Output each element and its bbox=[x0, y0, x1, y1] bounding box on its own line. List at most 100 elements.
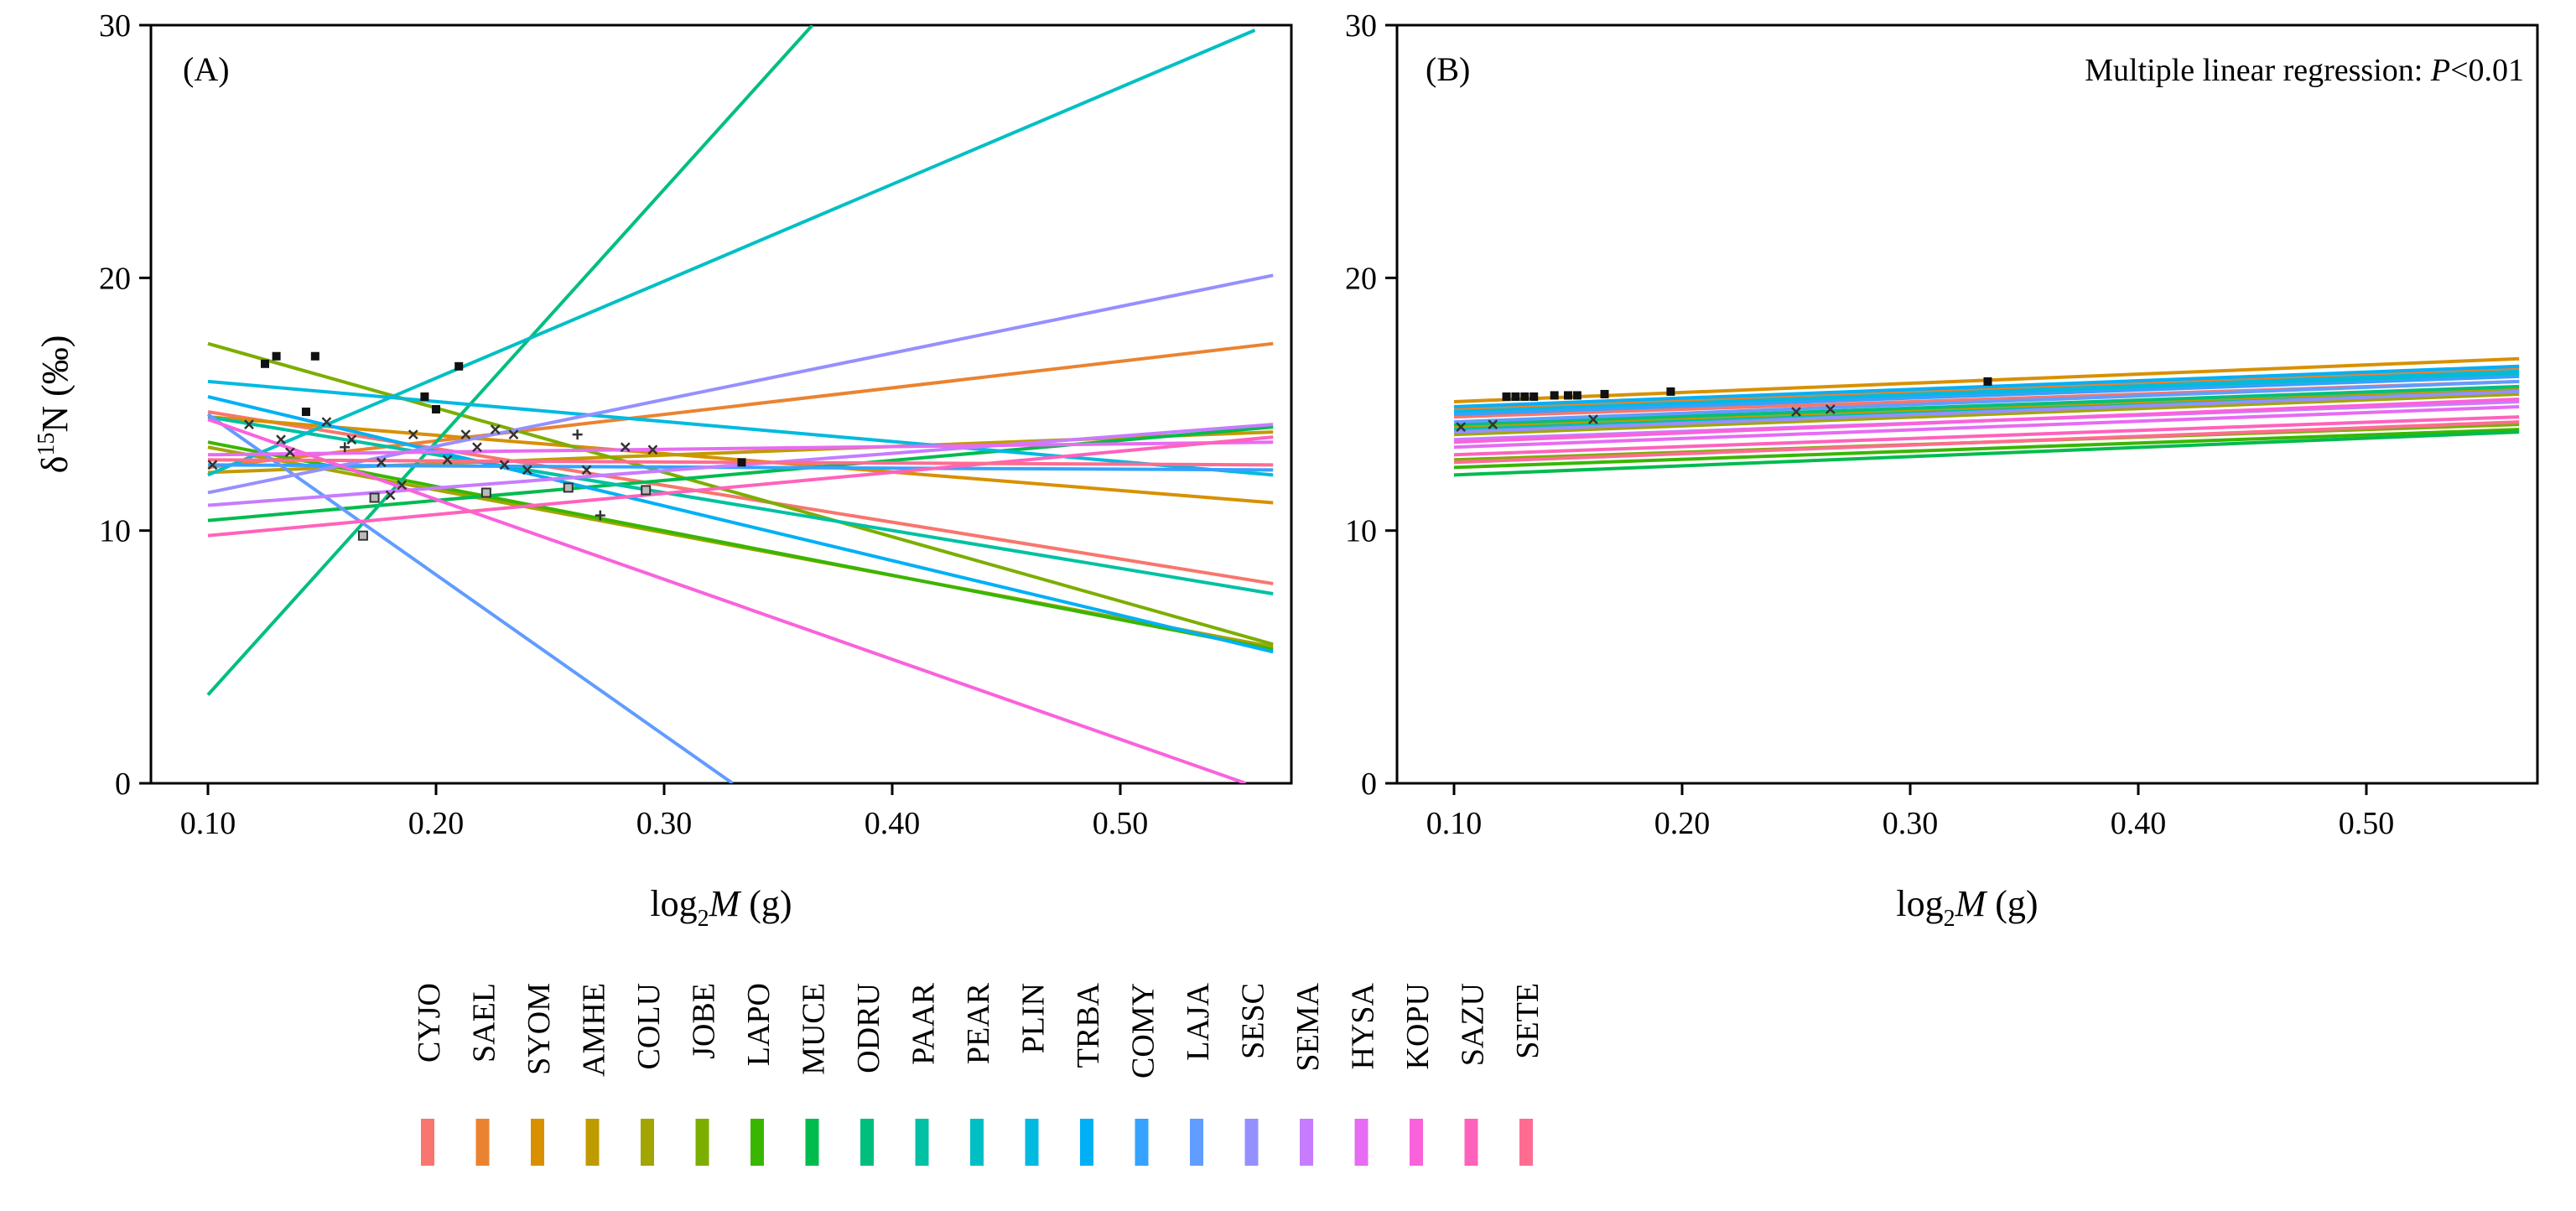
legend-label-pear: PEAR bbox=[961, 982, 996, 1064]
legend-label-sesc: SESC bbox=[1236, 983, 1271, 1059]
panel-b-x-tick-label: 0.30 bbox=[1883, 806, 1939, 841]
panel-b-x-ticks: 0.10 0.20 0.30 0.40 0.50 bbox=[1426, 783, 2395, 841]
legend-label-muce: MUCE bbox=[797, 983, 832, 1075]
panel-a-data-point bbox=[595, 510, 605, 521]
panel-a-data-point bbox=[272, 351, 281, 361]
panel-a-points bbox=[207, 351, 746, 541]
legend-label-laja: LAJA bbox=[1181, 982, 1216, 1060]
panel-b-y-ticks: 0 10 20 30 bbox=[1345, 8, 1397, 802]
panel-b-data-point bbox=[1488, 419, 1498, 429]
legend-swatch-kopu bbox=[1410, 1119, 1423, 1166]
legend-label-lapo: LAPO bbox=[741, 983, 776, 1066]
panel-b-y-tick-label: 0 bbox=[1361, 767, 1377, 802]
panel-b-x-tick-label: 0.50 bbox=[2339, 806, 2395, 841]
legend-label-trba: TRBA bbox=[1071, 982, 1106, 1068]
panel-a-line-pear bbox=[207, 29, 1256, 477]
panel-a-data-point bbox=[276, 434, 286, 445]
panel-a-data-point bbox=[310, 351, 319, 361]
legend-swatch-colu bbox=[641, 1119, 654, 1166]
panel-a-data-point bbox=[499, 460, 510, 470]
panel-b-line-amhe bbox=[1453, 387, 2520, 429]
panel-b: 0.10 0.20 0.30 0.40 0.50 0 10 20 30 (B) Multipl… bbox=[1345, 8, 2539, 841]
panel-a-data-point bbox=[737, 458, 746, 467]
panel-a-data-point bbox=[369, 492, 380, 503]
panel-a-data-point bbox=[385, 490, 396, 501]
panel-a-data-point bbox=[641, 485, 652, 496]
panel-a-data-point bbox=[572, 429, 583, 440]
legend-label-odru: ODRU bbox=[851, 983, 886, 1073]
panel-b-line-comy bbox=[1453, 374, 2520, 417]
panel-b-x-tick-label: 0.10 bbox=[1426, 806, 1483, 841]
panel-b-line-kopu bbox=[1453, 397, 2520, 444]
legend-label-kopu: KOPU bbox=[1400, 983, 1436, 1069]
panel-b-x-tick-label: 0.20 bbox=[1654, 806, 1711, 841]
panel-b-regression-lines bbox=[1453, 356, 2520, 477]
panel-b-line-sete bbox=[1453, 420, 2520, 465]
legend-swatch-pear bbox=[970, 1119, 984, 1166]
legend-label-sema: SEMA bbox=[1291, 982, 1326, 1071]
panel-b-data-point bbox=[1530, 392, 1539, 401]
panel-a-y-tick-label: 0 bbox=[115, 767, 131, 802]
panel-a-data-point bbox=[285, 447, 295, 458]
panel-b-points bbox=[1456, 377, 1992, 433]
panel-a-data-point bbox=[376, 457, 387, 468]
panel-a-line-sesc bbox=[207, 273, 1274, 495]
panel-a-x-tick-label: 0.20 bbox=[408, 806, 465, 841]
panel-b-x-tick-label: 0.40 bbox=[2111, 806, 2167, 841]
panel-b-line-sael bbox=[1453, 366, 2520, 412]
panel-b-label: (B) bbox=[1426, 50, 1470, 88]
legend-label-sazu: SAZU bbox=[1456, 983, 1491, 1066]
panel-a-x-tick-label: 0.30 bbox=[636, 806, 693, 841]
legend-swatch-amhe bbox=[585, 1119, 600, 1166]
panel-a-x-ticks: 0.10 0.20 0.30 0.40 0.50 bbox=[180, 783, 1149, 841]
panel-a-label: (A) bbox=[183, 50, 230, 88]
panel-a-line-trba bbox=[207, 395, 1274, 654]
panel-b-line-trba bbox=[1453, 364, 2520, 409]
panel-b-data-point bbox=[1511, 392, 1520, 401]
panel-a-line-sazu bbox=[207, 435, 1274, 538]
panel-a: 0.10 0.20 0.30 0.40 0.50 0 10 20 30 (A) bbox=[99, 8, 1293, 841]
panel-a-line-kopu bbox=[207, 418, 1247, 783]
panel-a-y-tick-label: 20 bbox=[99, 261, 131, 296]
panel-a-line-jobe bbox=[207, 341, 1274, 647]
panel-b-annotation: Multiple linear regression: P<0.01 bbox=[2085, 53, 2524, 88]
panel-a-data-point bbox=[408, 429, 418, 440]
panel-a-y-tick-label: 10 bbox=[99, 514, 131, 549]
panel-b-line-plin bbox=[1453, 369, 2520, 414]
panel-a-data-point bbox=[301, 408, 310, 417]
panel-a-data-point bbox=[442, 455, 453, 465]
legend-label-jobe: JOBE bbox=[687, 983, 722, 1059]
legend-swatch-hysa bbox=[1354, 1119, 1368, 1166]
panel-a-frame bbox=[149, 23, 1293, 785]
panel-b-line-odru bbox=[1453, 384, 2520, 427]
panel-a-y-tick-label: 30 bbox=[99, 8, 131, 44]
legend-swatch-sete bbox=[1519, 1119, 1533, 1166]
panel-a-x-tick-label: 0.50 bbox=[1093, 806, 1149, 841]
legend-swatch-sema bbox=[1300, 1119, 1313, 1166]
panel-a-data-point bbox=[480, 487, 491, 498]
panel-b-data-point bbox=[1564, 391, 1572, 400]
legend-swatch-odru bbox=[860, 1119, 874, 1166]
panel-b-data-point bbox=[1791, 407, 1801, 417]
panel-b-line-sesc bbox=[1453, 389, 2520, 434]
panel-b-y-tick-label: 10 bbox=[1345, 514, 1377, 549]
legend-label-cyjo: CYJO bbox=[412, 983, 447, 1063]
panel-a-data-point bbox=[647, 444, 658, 455]
panel-b-y-tick-label: 30 bbox=[1345, 8, 1377, 44]
panel-a-data-point bbox=[454, 361, 464, 371]
panel-b-line-sazu bbox=[1453, 415, 2520, 457]
panel-a-data-point bbox=[522, 465, 532, 476]
panel-b-data-point bbox=[1520, 392, 1530, 401]
panel-a-line-plin bbox=[207, 379, 1274, 477]
panel-a-data-point bbox=[460, 429, 471, 440]
panel-a-line-hysa bbox=[207, 440, 1274, 457]
legend-label-paar: PAAR bbox=[906, 982, 942, 1065]
legend-label-plin: PLIN bbox=[1016, 983, 1052, 1053]
legend-swatch-comy bbox=[1135, 1119, 1149, 1166]
panel-a-x-axis-title: log2M (g) bbox=[650, 883, 792, 932]
panel-b-data-point bbox=[1666, 387, 1675, 396]
panel-a-data-point bbox=[620, 442, 631, 453]
panel-b-line-lapo bbox=[1453, 428, 2520, 470]
panel-a-data-point bbox=[472, 442, 482, 453]
legend-swatch-sesc bbox=[1244, 1119, 1259, 1166]
